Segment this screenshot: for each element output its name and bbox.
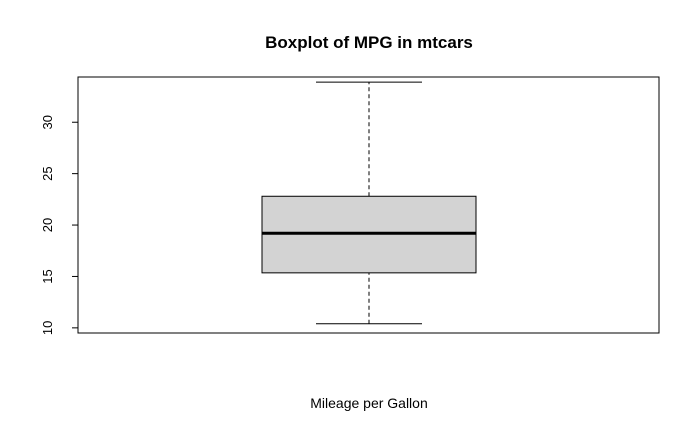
- y-tick-label: 20: [40, 218, 55, 232]
- y-tick-label: 25: [40, 166, 55, 180]
- y-tick-label: 15: [40, 269, 55, 283]
- chart-title: Boxplot of MPG in mtcars: [265, 33, 473, 52]
- x-axis-label: Mileage per Gallon: [310, 395, 428, 411]
- y-tick-label: 10: [40, 321, 55, 335]
- boxplot: [261, 81, 477, 325]
- y-axis-ticks: 10 15 20 25 30: [40, 115, 78, 335]
- y-tick-label: 30: [40, 115, 55, 129]
